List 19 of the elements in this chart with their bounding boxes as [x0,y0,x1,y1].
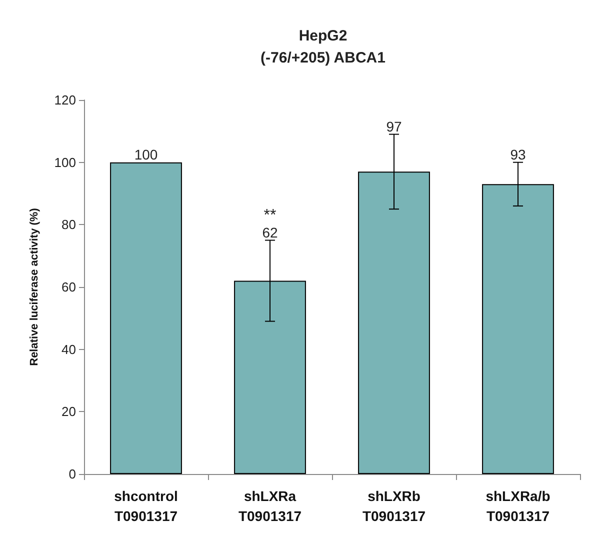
y-tick-label: 100 [54,154,76,170]
chart-title: HepG2 (-76/+205) ABCA1 [260,28,386,66]
annotation: ** [264,206,276,224]
y-tick-label: 20 [62,404,76,420]
data-label: 62 [262,224,278,240]
y-axis-title: Relative luciferase activity (%) [28,208,40,366]
x-tick-label: shcontrol T0901317 [114,488,178,524]
data-label: 97 [386,118,402,134]
y-tick-label: 60 [62,280,76,294]
bar [110,162,182,474]
x-tick-label: shLXRa T0901317 [238,488,302,524]
data-label: 93 [510,146,526,162]
y-tick-label: 120 [54,92,76,108]
y-tick-label: 0 [68,466,76,482]
data-label: 100 [134,146,158,162]
x-tick-label: shLXRb T0901317 [362,488,426,524]
x-tick-label: shLXRa/b T0901317 [486,488,550,524]
y-tick-label: 40 [62,342,76,357]
y-tick-label: 80 [62,217,76,232]
